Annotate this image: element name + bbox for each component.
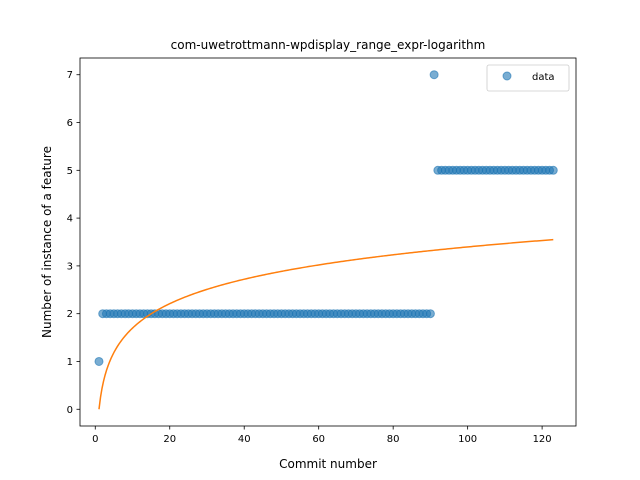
- x-tick-label: 0: [92, 434, 98, 445]
- legend-label: data: [532, 72, 555, 83]
- y-axis-label: Number of instance of a feature: [40, 146, 54, 338]
- x-tick-label: 100: [458, 434, 477, 445]
- y-tick-label: 3: [67, 261, 73, 272]
- legend: data: [486, 64, 570, 92]
- y-tick-label: 1: [67, 357, 73, 368]
- x-tick-label: 80: [387, 434, 400, 445]
- plot-frame: [79, 57, 577, 427]
- x-tick-label: 60: [312, 434, 325, 445]
- fit-line: [98, 238, 554, 410]
- y-axis: 0 1 2 3 4 5 6 7: [67, 70, 80, 416]
- x-axis-label: Commit number: [279, 457, 377, 471]
- y-tick-label: 0: [67, 405, 73, 416]
- data-point: [548, 165, 558, 175]
- x-tick-label: 120: [533, 434, 552, 445]
- data-point: [425, 309, 435, 319]
- data-point: [429, 70, 439, 80]
- chart-title: com-uwetrottmann-wpdisplay_range_expr-lo…: [171, 38, 486, 52]
- data-point: [94, 356, 104, 366]
- y-tick-label: 2: [67, 309, 73, 320]
- x-tick-label: 20: [163, 434, 176, 445]
- y-tick-label: 6: [67, 118, 73, 129]
- x-tick-label: 40: [238, 434, 251, 445]
- x-axis: 0 20 40 60 80 100 120: [92, 426, 552, 445]
- y-tick-label: 5: [67, 166, 73, 177]
- plot-area: [79, 57, 577, 427]
- y-tick-label: 7: [67, 70, 73, 81]
- legend-box: [486, 64, 570, 92]
- y-tick-label: 4: [67, 214, 73, 225]
- legend-marker: [502, 71, 512, 81]
